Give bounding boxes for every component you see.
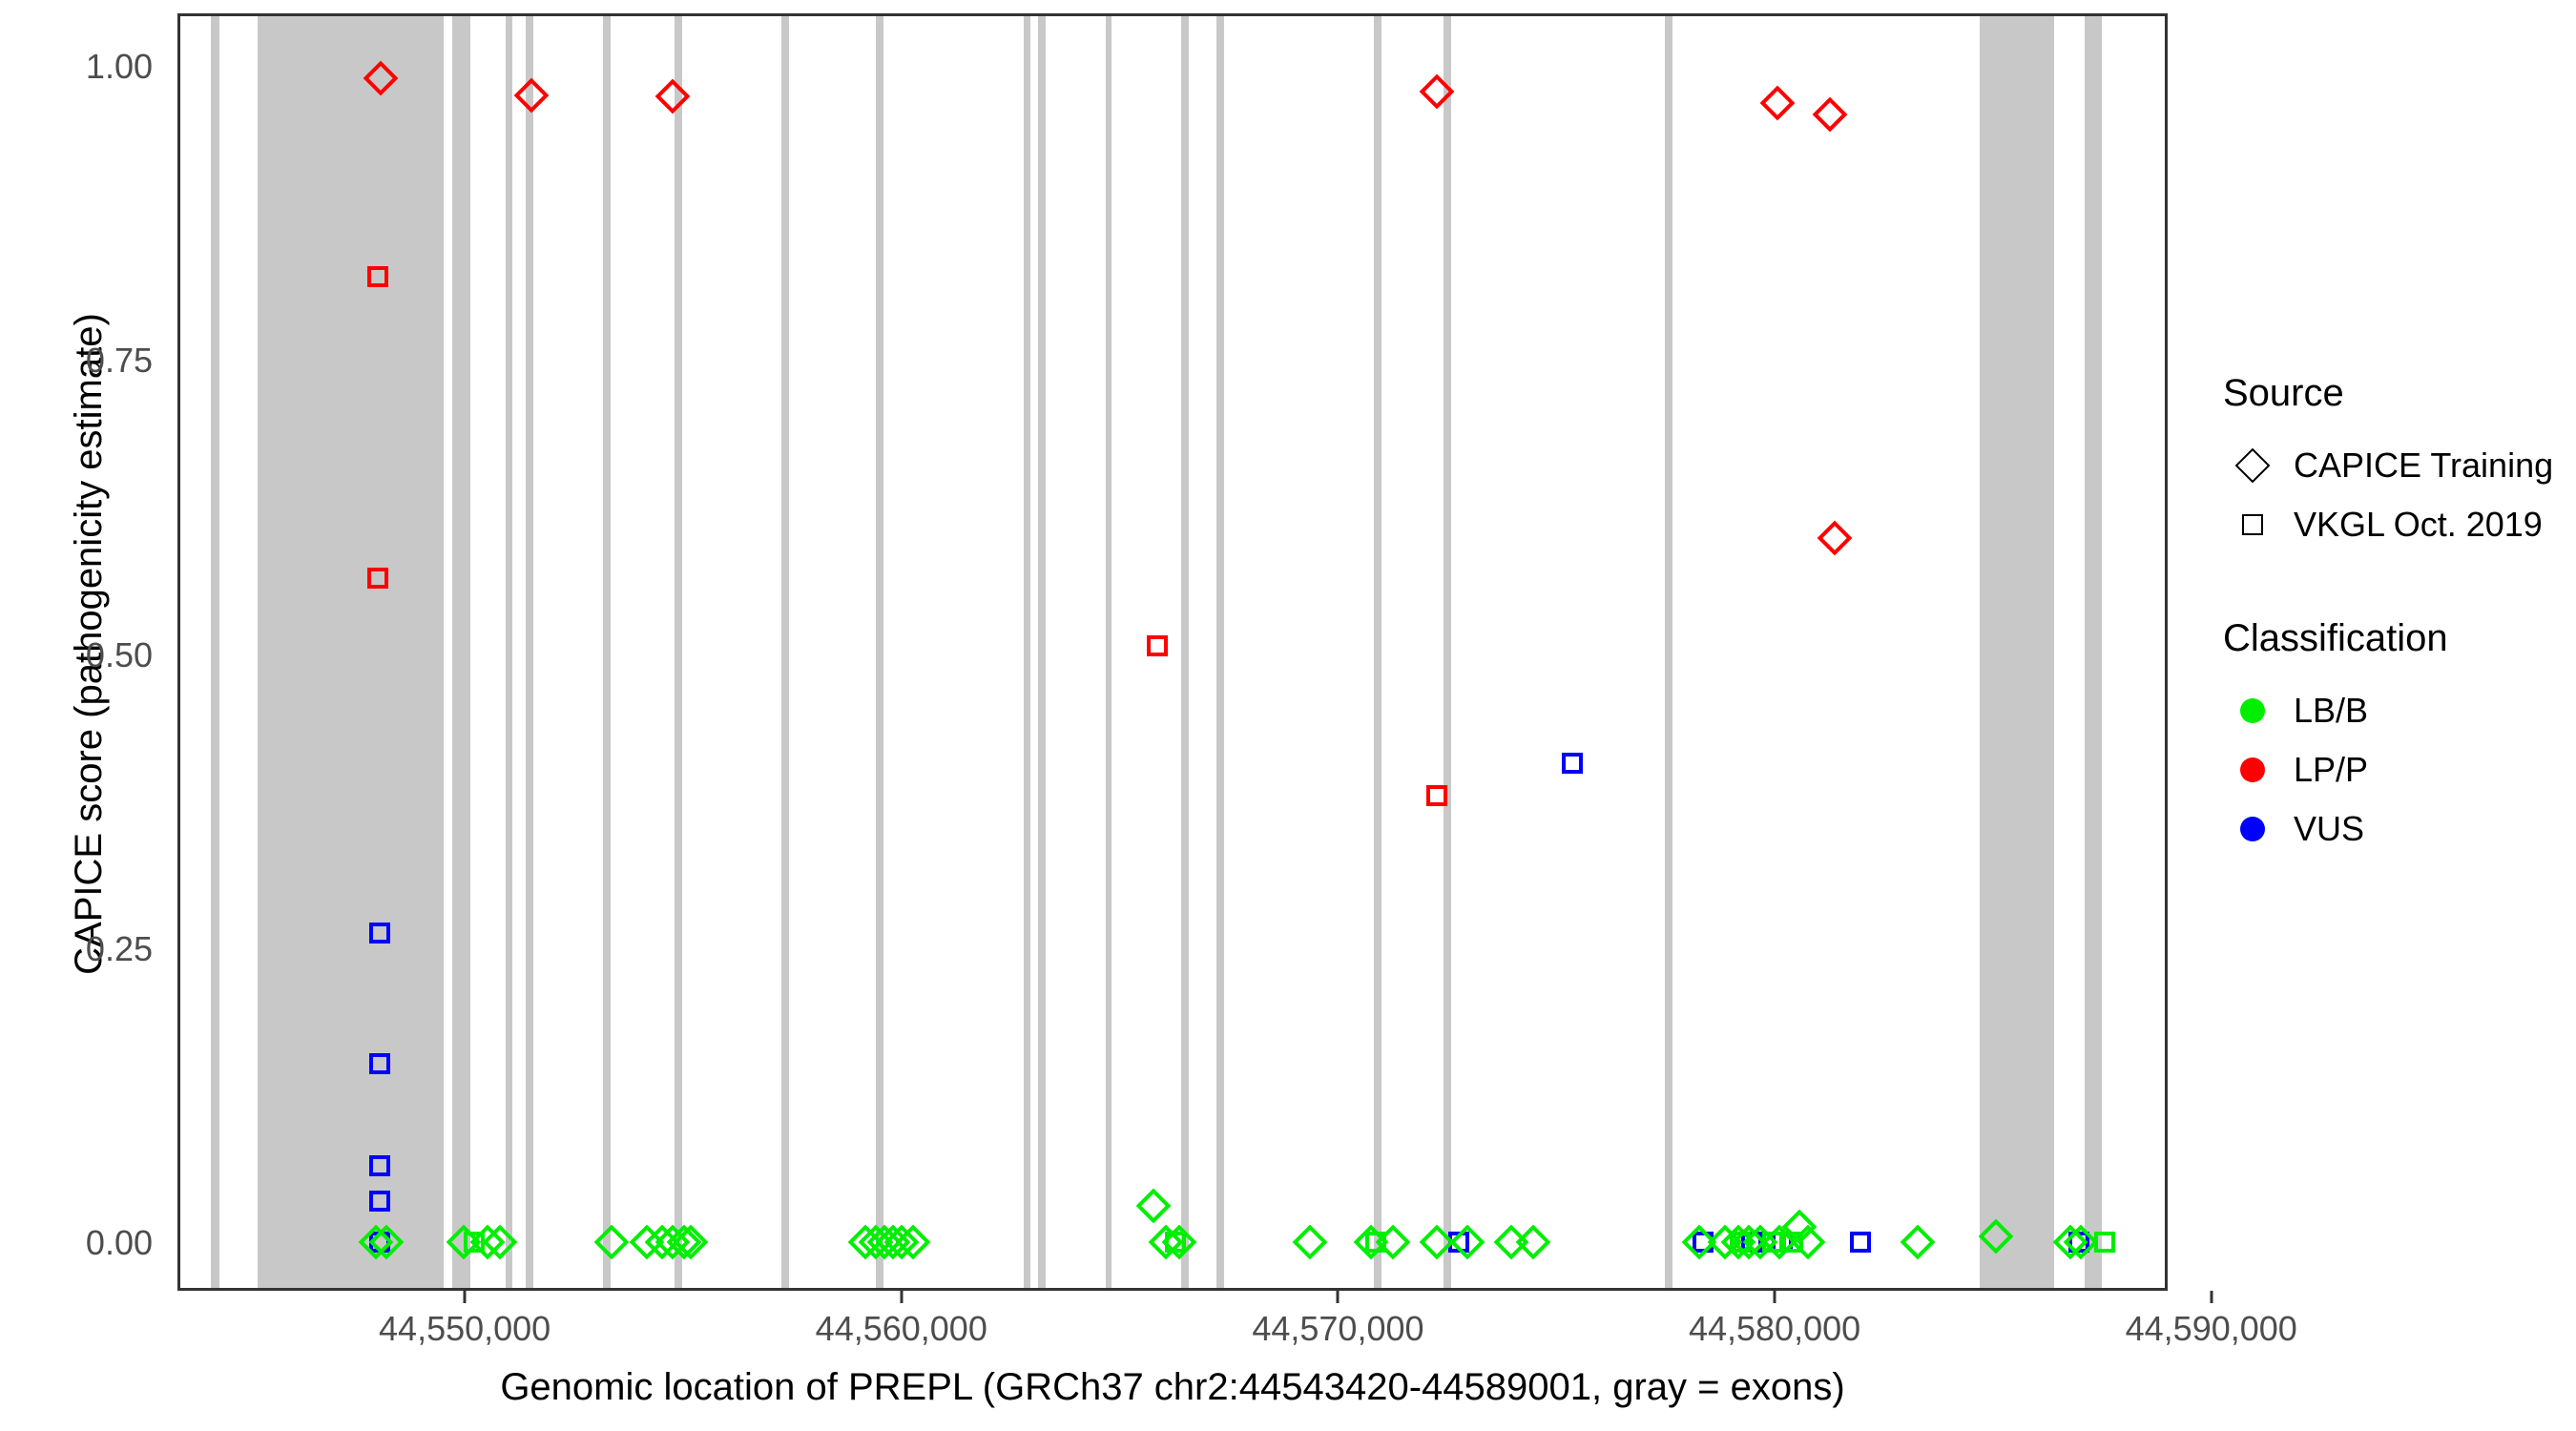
dot-icon — [2223, 740, 2282, 799]
legend-item[interactable]: VKGL Oct. 2019 — [2223, 495, 2576, 554]
x-tick-label: 44,570,000 — [1252, 1309, 1424, 1348]
x-axis-tick-labels: 44,550,000 44,560,000 44,570,000 44,580,000… — [177, 1309, 2297, 1355]
exon-band — [526, 16, 533, 1288]
data-point-diamond — [1817, 520, 1852, 556]
x-tick-mark — [463, 1291, 467, 1303]
data-point-square — [1693, 1232, 1714, 1254]
legend: Source CAPICE Training VKGL Oct. 2019 Class… — [2223, 372, 2576, 859]
legend-item[interactable]: VUS — [2223, 799, 2576, 859]
y-tick-label: 0.00 — [85, 1223, 153, 1262]
exon-band — [1037, 16, 1047, 1288]
exon-band — [506, 16, 513, 1288]
exon-band — [1374, 16, 1382, 1288]
exon-band — [780, 16, 789, 1288]
legend-title: Source — [2223, 372, 2344, 414]
exon-band — [451, 16, 470, 1288]
y-tick-label: 1.00 — [85, 47, 153, 86]
data-point-square — [1850, 1232, 1872, 1254]
diamond-outline-icon — [2223, 436, 2282, 495]
y-tick-label: 0.25 — [85, 928, 153, 968]
exon-band — [1023, 16, 1031, 1288]
x-tick-label: 44,590,000 — [2125, 1309, 2297, 1348]
data-point-square — [367, 567, 389, 589]
exon-band — [1106, 16, 1112, 1288]
data-point-diamond — [1900, 1224, 1935, 1260]
exon-band — [1664, 16, 1673, 1288]
data-point-square — [463, 1232, 485, 1254]
data-point-diamond — [1292, 1224, 1328, 1260]
x-tick-mark — [1773, 1291, 1776, 1303]
data-point-square — [2067, 1232, 2089, 1254]
exon-band — [2084, 16, 2103, 1288]
data-point-diamond — [593, 1224, 630, 1260]
exon-band — [1980, 16, 2054, 1288]
data-point-square — [1426, 784, 1448, 806]
legend-block: Source CAPICE Training VKGL Oct. 2019 — [2223, 372, 2576, 554]
data-point-square — [367, 266, 389, 287]
data-point-square — [369, 1232, 391, 1254]
exon-band — [603, 16, 612, 1288]
data-point-square — [1447, 1232, 1469, 1254]
y-tick-label: 0.50 — [85, 634, 153, 674]
x-axis-ticks — [177, 1291, 2213, 1304]
plot-panel — [177, 13, 2168, 1291]
legend-item-label: CAPICE Training — [2294, 446, 2554, 485]
data-point-square — [1730, 1232, 1752, 1254]
x-tick-label: 44,580,000 — [1688, 1309, 1861, 1348]
legend-item-label: VUS — [2294, 809, 2365, 848]
data-point-square — [1740, 1232, 1762, 1254]
data-point-square — [1147, 635, 1169, 657]
exon-band — [1216, 16, 1225, 1288]
x-tick-mark — [900, 1291, 904, 1303]
data-point-diamond — [1449, 1224, 1485, 1260]
data-point-square — [1365, 1232, 1387, 1254]
x-tick-label: 44,560,000 — [815, 1309, 987, 1348]
data-point-square — [369, 923, 391, 944]
data-point-diamond — [1135, 1188, 1172, 1224]
exon-band — [675, 16, 683, 1288]
data-point-square — [369, 1155, 391, 1177]
data-point-square — [2094, 1232, 2116, 1254]
exon-band — [211, 16, 220, 1288]
x-axis-title: Genomic location of PREPL (GRCh37 chr2:4… — [500, 1366, 1845, 1408]
legend-item-label: VKGL Oct. 2019 — [2294, 505, 2543, 544]
square-outline-icon — [2223, 495, 2282, 554]
legend-item[interactable]: CAPICE Training — [2223, 436, 2576, 495]
x-tick-label: 44,550,000 — [379, 1309, 551, 1348]
data-point-diamond — [1812, 96, 1848, 133]
exon-band — [258, 16, 444, 1288]
y-tick-label: 0.75 — [85, 341, 153, 381]
exon-band — [1180, 16, 1190, 1288]
exon-band — [1443, 16, 1452, 1288]
data-point-diamond — [1515, 1224, 1551, 1260]
legend-item[interactable]: LB/B — [2223, 681, 2576, 740]
legend-block: Classification LB/B LP/P VUS — [2223, 617, 2576, 859]
data-point-diamond — [514, 77, 550, 114]
y-axis-tick-labels: 0.00 0.25 0.50 0.75 1.00 — [38, 0, 215, 1431]
dot-icon — [2223, 681, 2282, 740]
exon-band — [875, 16, 883, 1288]
data-point-square — [1762, 1232, 1784, 1254]
data-point-square — [369, 1052, 391, 1074]
data-point-diamond — [654, 78, 691, 114]
legend-item-label: LB/B — [2294, 691, 2369, 730]
data-point-diamond — [1759, 85, 1796, 120]
legend-item-label: LP/P — [2294, 750, 2369, 789]
data-point-square — [1782, 1232, 1804, 1254]
x-tick-mark — [1336, 1291, 1340, 1303]
dot-icon — [2223, 799, 2282, 859]
legend-item[interactable]: LP/P — [2223, 740, 2576, 799]
data-point-square — [369, 1191, 391, 1213]
data-point-square — [1164, 1232, 1186, 1254]
data-point-square — [1561, 753, 1583, 775]
x-tick-mark — [2210, 1291, 2213, 1303]
legend-title: Classification — [2223, 617, 2448, 659]
